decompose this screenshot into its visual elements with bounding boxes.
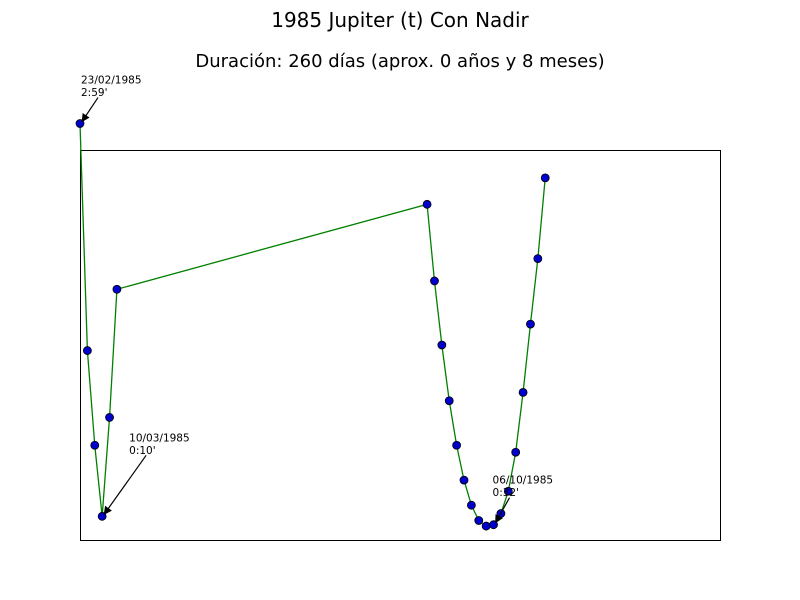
chart-subtitle: Duración: 260 días (aprox. 0 años y 8 me… xyxy=(195,51,605,72)
data-point-21 xyxy=(533,254,543,264)
data-point-6 xyxy=(422,199,432,209)
data-point-2 xyxy=(90,440,100,450)
annotation-arrow-1 xyxy=(103,454,147,516)
data-point-9 xyxy=(444,396,454,406)
data-point-8 xyxy=(437,340,447,350)
annotation-layer: 23/02/1985 2:59' 10/03/1985 0:10' 06/10/1985… xyxy=(81,75,554,524)
data-point-1 xyxy=(82,346,92,355)
series-layer xyxy=(75,119,550,531)
data-point-17 xyxy=(503,486,513,496)
plot-area xyxy=(80,150,721,541)
data-point-22 xyxy=(540,173,550,183)
annotation-arrow-0 xyxy=(81,97,99,123)
data-point-19 xyxy=(518,387,528,397)
annotation-arrow-2 xyxy=(495,497,511,524)
data-point-4 xyxy=(105,413,114,422)
data-point-5 xyxy=(112,284,122,294)
data-point-12 xyxy=(466,500,476,510)
annotation-label-2: 06/10/1985 0:32' xyxy=(493,475,554,500)
data-point-14 xyxy=(481,521,491,531)
chart-title: 1985 Jupiter (t) Con Nadir xyxy=(271,8,529,32)
data-point-18 xyxy=(511,447,521,457)
data-point-10 xyxy=(452,440,462,450)
annotation-label-1: 10/03/1985 0:10' xyxy=(129,432,190,457)
data-point-7 xyxy=(430,276,439,286)
annotation-label-0: 23/02/1985 2:59' xyxy=(81,75,142,100)
data-point-13 xyxy=(474,516,484,525)
data-point-20 xyxy=(526,319,535,329)
data-point-11 xyxy=(459,475,469,485)
